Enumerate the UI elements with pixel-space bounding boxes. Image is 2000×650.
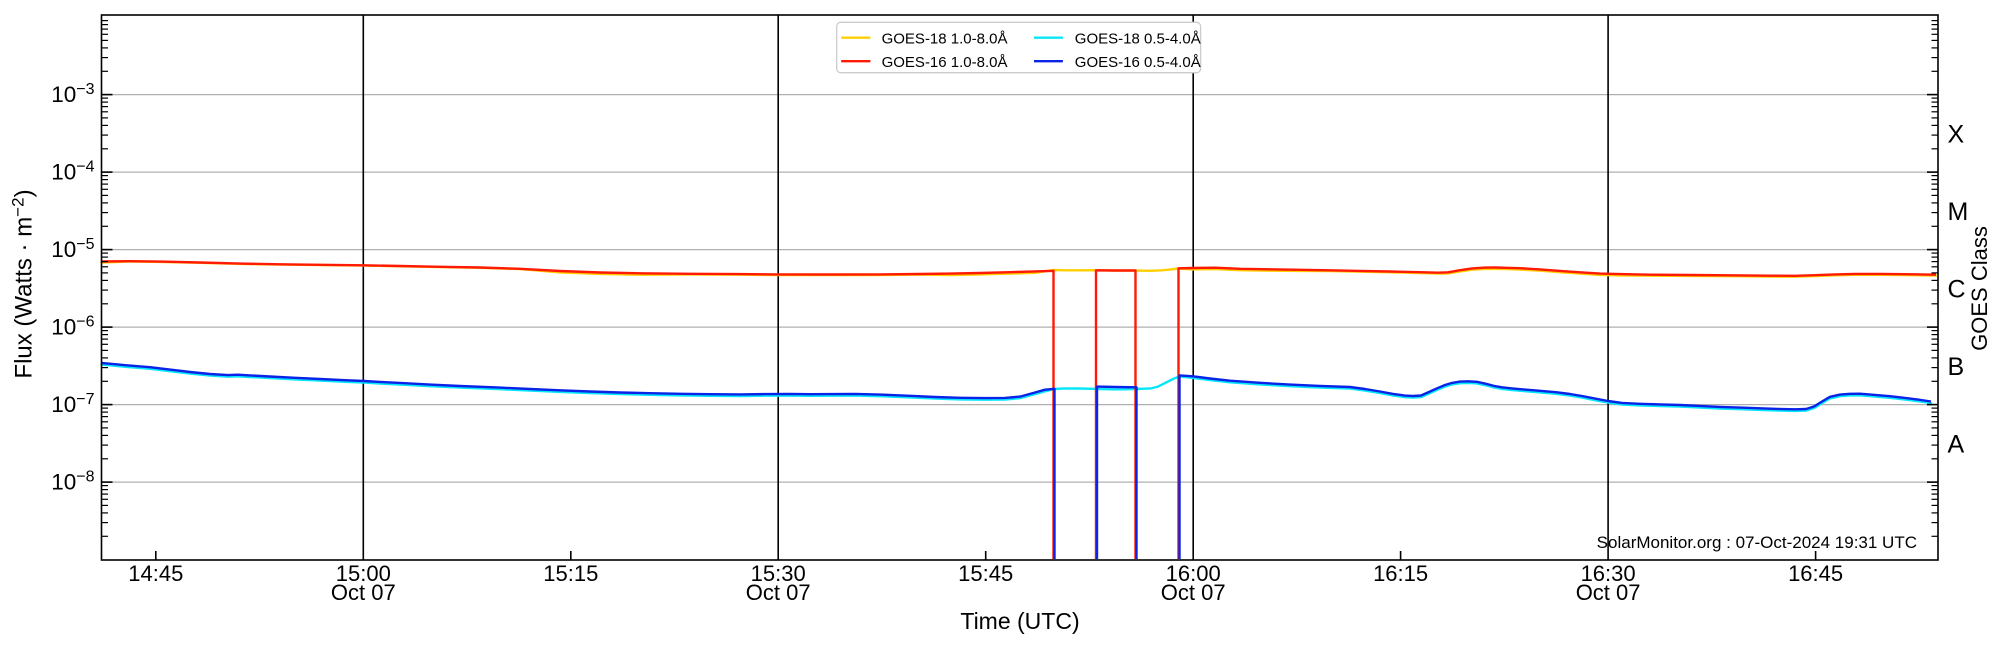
svg-text:GOES-18 0.5-4.0Å: GOES-18 0.5-4.0Å bbox=[1075, 31, 1201, 48]
svg-text:B: B bbox=[1948, 353, 1965, 381]
svg-text:GOES-16 1.0-8.0Å: GOES-16 1.0-8.0Å bbox=[882, 54, 1008, 71]
svg-text:Oct 07: Oct 07 bbox=[1161, 580, 1226, 605]
svg-text:Flux (Watts · m−2): Flux (Watts · m−2) bbox=[9, 189, 38, 378]
svg-text:GOES Class: GOES Class bbox=[1967, 226, 1992, 351]
svg-text:Oct 07: Oct 07 bbox=[331, 580, 396, 605]
svg-text:M: M bbox=[1948, 198, 1969, 226]
svg-text:15:45: 15:45 bbox=[958, 561, 1013, 586]
svg-text:A: A bbox=[1948, 431, 1965, 459]
svg-text:Oct 07: Oct 07 bbox=[746, 580, 811, 605]
svg-text:SolarMonitor.org : 07-Oct-2024: SolarMonitor.org : 07-Oct-2024 19:31 UTC bbox=[1597, 533, 1917, 552]
svg-text:15:30: 15:30 bbox=[751, 561, 806, 586]
svg-text:GOES-18 1.0-8.0Å: GOES-18 1.0-8.0Å bbox=[882, 31, 1008, 48]
svg-text:Oct 07: Oct 07 bbox=[1576, 580, 1641, 605]
svg-text:C: C bbox=[1948, 276, 1966, 304]
svg-text:14:45: 14:45 bbox=[128, 561, 183, 586]
svg-text:15:15: 15:15 bbox=[543, 561, 598, 586]
svg-text:16:00: 16:00 bbox=[1166, 561, 1221, 586]
svg-text:10−5: 10−5 bbox=[51, 236, 94, 262]
svg-text:16:15: 16:15 bbox=[1373, 561, 1428, 586]
svg-text:GOES-16 0.5-4.0Å: GOES-16 0.5-4.0Å bbox=[1075, 54, 1201, 71]
svg-text:15:00: 15:00 bbox=[336, 561, 391, 586]
svg-text:16:30: 16:30 bbox=[1581, 561, 1636, 586]
svg-text:16:45: 16:45 bbox=[1788, 561, 1843, 586]
svg-text:X: X bbox=[1948, 120, 1965, 148]
svg-text:Time (UTC): Time (UTC) bbox=[960, 608, 1079, 634]
